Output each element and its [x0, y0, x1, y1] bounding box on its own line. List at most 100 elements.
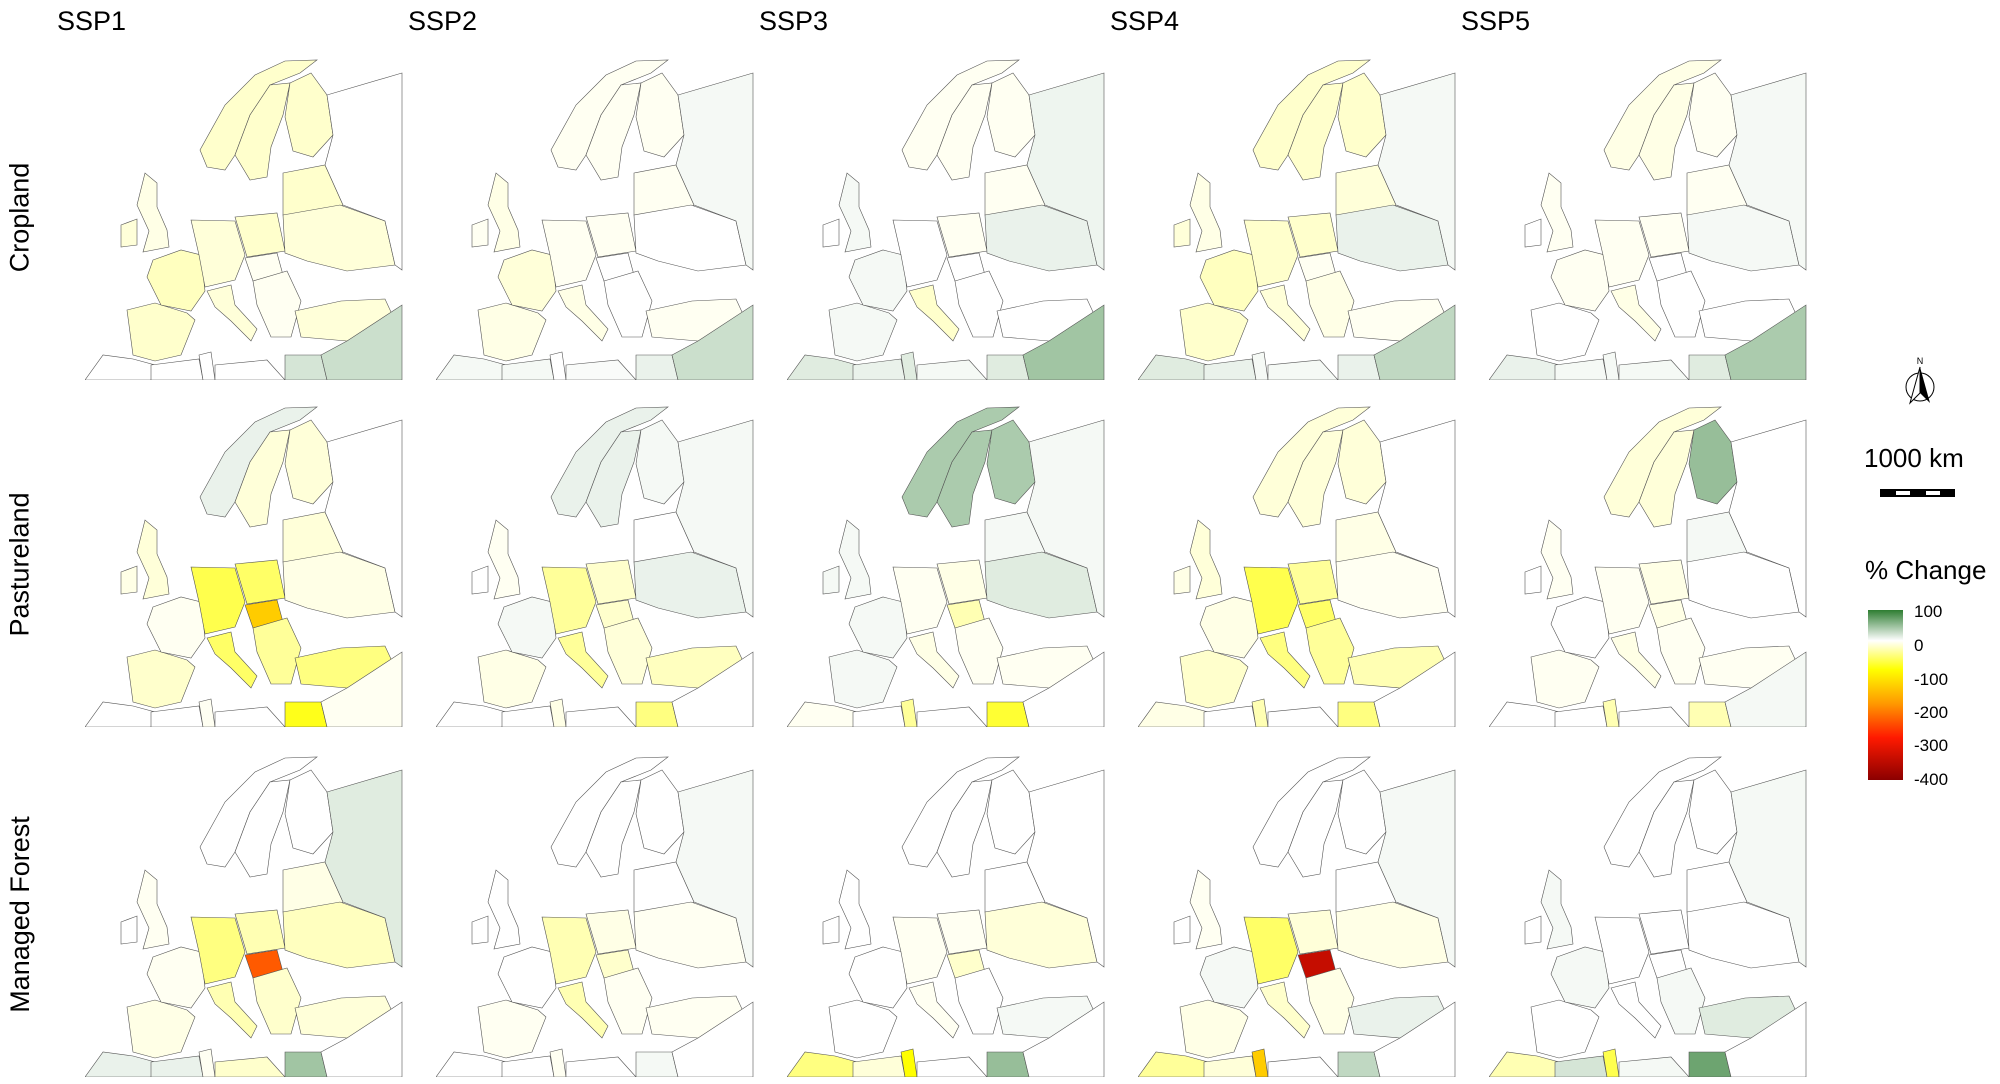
- region-sweden: [1638, 429, 1695, 528]
- map-panel-pastureland-ssp5: [1489, 402, 1809, 727]
- region-libya: [1267, 359, 1339, 380]
- region-algeria: [852, 705, 906, 727]
- region-algeria: [1203, 358, 1257, 380]
- region-italy: [557, 631, 609, 689]
- region-france: [848, 946, 908, 1009]
- region-tunisia: [198, 1048, 216, 1077]
- region-algeria: [1203, 705, 1257, 727]
- map-panel-managed-forest-ssp5: [1489, 752, 1809, 1077]
- map-panel-managed-forest-ssp2: [436, 752, 756, 1077]
- region-balkans: [1656, 270, 1706, 338]
- region-norway: [1603, 756, 1722, 868]
- map-panel-managed-forest-ssp3: [787, 752, 1107, 1077]
- region-algeria: [852, 1055, 906, 1077]
- region-uk: [487, 869, 521, 950]
- region-italy: [1610, 631, 1662, 689]
- region-france: [497, 596, 557, 659]
- region-france: [1199, 596, 1259, 659]
- region-norway: [550, 406, 669, 518]
- region-libya: [565, 359, 637, 380]
- north-arrow-icon: N: [1905, 356, 1935, 405]
- region-egypt: [284, 1051, 328, 1077]
- region-uk: [1189, 519, 1223, 600]
- row-label-text: Pastureland: [4, 492, 35, 637]
- region-egypt: [1337, 701, 1381, 727]
- map-panel-pastureland-ssp3: [787, 402, 1107, 727]
- region-central: [190, 916, 246, 985]
- region-ireland: [822, 218, 840, 248]
- region-ukraine: [282, 551, 396, 619]
- region-morocco: [436, 354, 507, 380]
- region-middleeast: [320, 304, 403, 380]
- region-iberia: [1530, 302, 1600, 362]
- region-morocco: [1489, 354, 1560, 380]
- region-france: [146, 946, 206, 1009]
- map-panel-cropland-ssp4: [1138, 55, 1458, 380]
- legend-tick: 0: [1914, 636, 1924, 655]
- region-norway: [550, 59, 669, 171]
- north-label: N: [1917, 356, 1924, 366]
- legend-tick: 100: [1914, 602, 1943, 621]
- region-libya: [1618, 359, 1690, 380]
- region-sweden: [1638, 82, 1695, 181]
- region-balkans: [954, 967, 1004, 1035]
- region-middleeast: [671, 1001, 754, 1077]
- region-ireland: [471, 565, 489, 595]
- column-label-ssp5: SSP5: [1461, 6, 1531, 36]
- region-tunisia: [1602, 1048, 1620, 1077]
- region-libya: [214, 1056, 286, 1077]
- region-russia: [675, 72, 754, 271]
- region-finland: [635, 72, 685, 158]
- row-label-text: Managed Forest: [4, 816, 35, 1013]
- region-iberia: [1530, 649, 1600, 709]
- region-russia: [1728, 769, 1807, 968]
- region-italy: [1610, 981, 1662, 1039]
- region-italy: [557, 981, 609, 1039]
- region-iberia: [477, 302, 547, 362]
- region-uk: [838, 869, 872, 950]
- region-sweden: [1287, 82, 1344, 181]
- region-ireland: [120, 565, 138, 595]
- region-norway: [199, 59, 318, 171]
- region-algeria: [150, 358, 204, 380]
- region-balkans: [252, 617, 302, 685]
- region-egypt: [635, 1051, 679, 1077]
- region-ireland: [471, 218, 489, 248]
- region-ukraine: [984, 204, 1098, 272]
- region-ukraine: [282, 204, 396, 272]
- region-ireland: [1173, 915, 1191, 945]
- region-russia: [1026, 769, 1105, 968]
- region-morocco: [436, 701, 507, 727]
- region-balkans: [1305, 967, 1355, 1035]
- region-central: [541, 566, 597, 635]
- region-sweden: [234, 82, 291, 181]
- region-uk: [136, 869, 170, 950]
- region-italy: [206, 631, 258, 689]
- region-tunisia: [1251, 698, 1269, 727]
- region-france: [848, 249, 908, 312]
- map-panel-cropland-ssp1: [85, 55, 405, 380]
- region-central: [892, 566, 948, 635]
- region-norway: [1603, 59, 1722, 171]
- column-label-ssp3: SSP3: [759, 6, 829, 36]
- region-france: [1199, 946, 1259, 1009]
- region-morocco: [436, 1051, 507, 1077]
- column-label-ssp2: SSP2: [408, 6, 478, 36]
- region-finland: [284, 419, 334, 505]
- region-italy: [1259, 981, 1311, 1039]
- scale-bar-label: 1000 km: [1864, 443, 1964, 473]
- region-morocco: [787, 1051, 858, 1077]
- region-libya: [214, 359, 286, 380]
- region-egypt: [986, 354, 1030, 380]
- region-balkans: [954, 617, 1004, 685]
- region-central: [1594, 566, 1650, 635]
- region-finland: [1337, 419, 1387, 505]
- region-algeria: [150, 1055, 204, 1077]
- region-italy: [1610, 284, 1662, 342]
- region-tunisia: [900, 1048, 918, 1077]
- region-ireland: [1173, 565, 1191, 595]
- region-ukraine: [633, 901, 747, 969]
- region-france: [1199, 249, 1259, 312]
- region-balkans: [1656, 617, 1706, 685]
- region-ireland: [822, 565, 840, 595]
